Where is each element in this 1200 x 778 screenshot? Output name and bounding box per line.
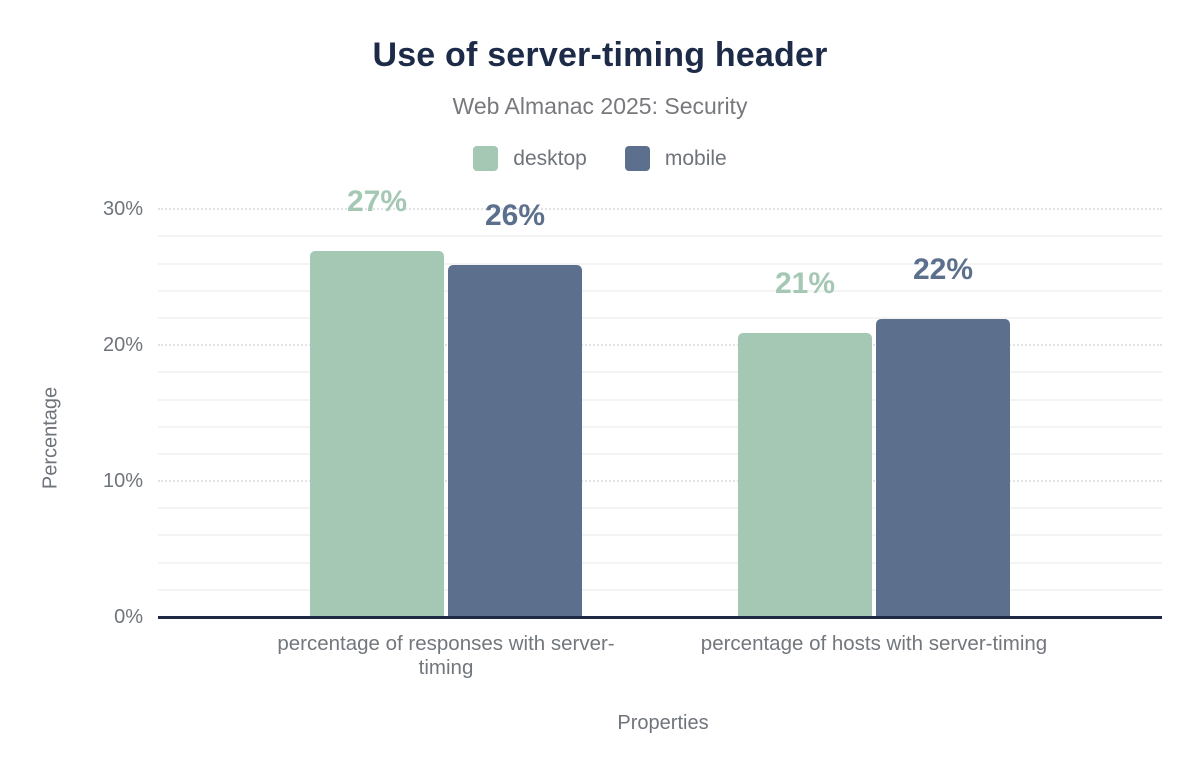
chart-title: Use of server-timing header — [372, 36, 828, 74]
legend-swatch-mobile — [624, 146, 650, 171]
y-tick-label-20%: 20% — [102, 334, 143, 357]
category-label-1: percentage of hosts with server-timing — [700, 632, 1048, 655]
minor-gridline — [158, 289, 1162, 292]
value-label-mobile-1: 22% — [912, 253, 974, 286]
major-gridline — [158, 480, 1162, 483]
minor-gridline — [158, 262, 1162, 265]
y-tick-label-30%: 30% — [102, 198, 143, 221]
major-gridline — [158, 208, 1162, 211]
minor-gridline — [158, 425, 1162, 428]
minor-gridline — [158, 235, 1162, 238]
x-axis-title: Properties — [617, 712, 709, 734]
category-label-0: percentage of responses with server-timi… — [277, 632, 615, 679]
minor-gridline — [158, 452, 1162, 455]
value-label-mobile-0: 26% — [484, 198, 546, 232]
bar-desktop-1 — [738, 332, 872, 618]
minor-gridline — [158, 588, 1162, 591]
x-axis-line — [158, 616, 1162, 619]
legend-swatch-desktop — [473, 146, 499, 171]
legend-item-desktop: desktop — [473, 146, 587, 171]
minor-gridline — [158, 534, 1162, 537]
minor-gridline — [158, 398, 1162, 401]
bar-desktop-0 — [310, 251, 444, 618]
y-tick-label-0%: 0% — [114, 606, 143, 628]
minor-gridline — [158, 507, 1162, 510]
major-gridline — [158, 344, 1162, 347]
bar-mobile-1 — [876, 319, 1010, 618]
value-label-desktop-0: 27% — [346, 185, 408, 219]
plot-area: 27% 26% 21% 22% — [158, 179, 1162, 619]
minor-gridline — [158, 561, 1162, 564]
bar-mobile-0 — [448, 264, 582, 618]
minor-gridline — [158, 371, 1162, 374]
legend-item-mobile: mobile — [624, 146, 727, 171]
legend-label-desktop: desktop — [513, 146, 587, 170]
y-tick-label-10%: 10% — [102, 470, 143, 493]
legend: desktop mobile — [0, 146, 1200, 171]
value-label-desktop-1: 21% — [774, 266, 836, 300]
minor-gridline — [158, 317, 1162, 319]
chart-subtitle: Web Almanac 2025: Security — [452, 93, 748, 119]
legend-label-mobile: mobile — [664, 146, 727, 170]
